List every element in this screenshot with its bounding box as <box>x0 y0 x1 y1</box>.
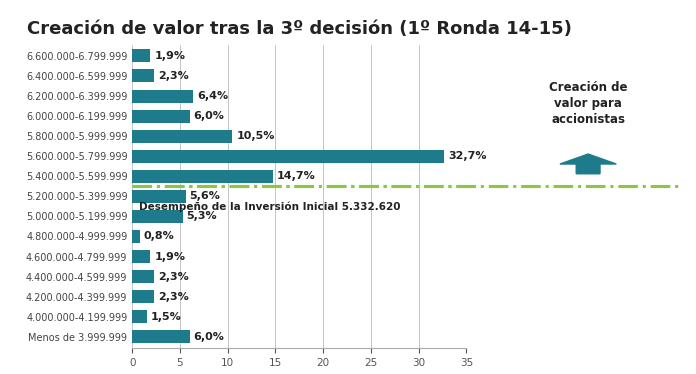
Text: 10,5%: 10,5% <box>236 131 275 141</box>
Title: Creación de valor tras la 3º decisión (1º Ronda 14-15): Creación de valor tras la 3º decisión (1… <box>27 20 571 38</box>
Bar <box>132 130 232 143</box>
Text: 0,8%: 0,8% <box>143 232 175 242</box>
Bar <box>132 330 189 343</box>
Bar <box>132 210 183 223</box>
Bar <box>132 110 189 123</box>
Text: 1,9%: 1,9% <box>155 252 185 261</box>
Text: Creación de
valor para
accionistas: Creación de valor para accionistas <box>549 81 627 126</box>
Bar <box>132 190 186 203</box>
Text: 14,7%: 14,7% <box>276 171 315 181</box>
Bar <box>132 310 147 323</box>
Bar <box>132 250 150 263</box>
Text: 6,4%: 6,4% <box>197 91 228 101</box>
Text: 2,3%: 2,3% <box>158 71 189 81</box>
Bar <box>132 270 155 283</box>
Text: 1,9%: 1,9% <box>155 51 185 61</box>
Text: 2,3%: 2,3% <box>158 292 189 302</box>
Text: 1,5%: 1,5% <box>150 312 181 322</box>
FancyArrow shape <box>560 154 617 174</box>
Text: Desempeño de la Inversión Inicial 5.332.620: Desempeño de la Inversión Inicial 5.332.… <box>139 201 401 212</box>
Bar <box>132 70 155 83</box>
Text: 6,0%: 6,0% <box>193 111 224 121</box>
Text: 32,7%: 32,7% <box>448 151 487 161</box>
Bar <box>132 89 193 102</box>
Text: 5,6%: 5,6% <box>189 191 221 201</box>
Text: 6,0%: 6,0% <box>193 332 224 342</box>
Bar <box>132 290 155 303</box>
Text: 5,3%: 5,3% <box>187 211 217 221</box>
Bar <box>132 49 150 62</box>
Text: 2,3%: 2,3% <box>158 272 189 282</box>
Bar <box>132 150 444 163</box>
Bar <box>132 230 140 243</box>
Bar <box>132 170 273 183</box>
